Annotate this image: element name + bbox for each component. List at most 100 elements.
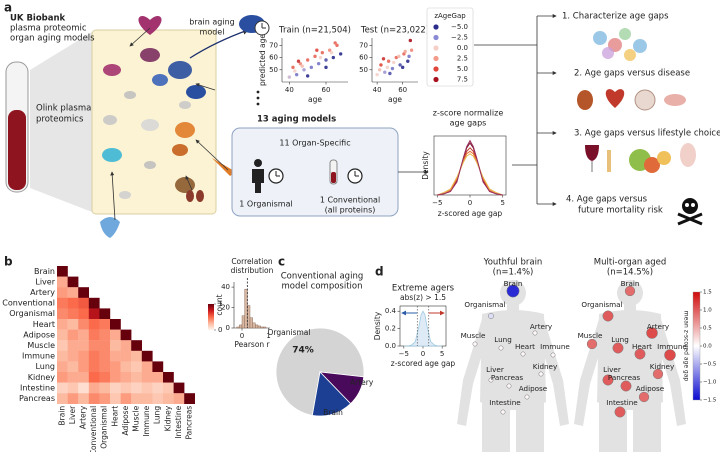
density-area (403, 310, 443, 347)
row-label: Brain (34, 267, 55, 276)
heatmap-cell (131, 382, 142, 394)
heatmap-cell (78, 308, 89, 320)
heatmap-cell (78, 361, 89, 373)
plot-frame (433, 135, 507, 196)
y-tick-label: 70 (269, 41, 278, 49)
heatmap-cell (78, 372, 89, 383)
heatmap-cell (120, 372, 132, 383)
slice-label: Organismal (268, 328, 311, 337)
organ-label: Pancreas (491, 373, 524, 382)
body-leg (482, 400, 510, 452)
row-label: Lung (35, 362, 55, 371)
row-label: Liver (35, 277, 55, 286)
organ-marker (646, 327, 658, 339)
legend-label: 0.0 (457, 44, 468, 52)
body-leg (516, 400, 544, 452)
legend-swatch (433, 24, 439, 30)
heatmap-cell (57, 350, 68, 362)
body-title: Youthful brain (483, 258, 543, 268)
organ-marker (538, 371, 544, 377)
pie-slice (311, 371, 352, 417)
organ-label: Kidney (650, 362, 675, 371)
heatmap-cell (141, 393, 153, 404)
organ-marker (506, 383, 512, 389)
slice-label: Artery (350, 378, 374, 387)
legend-label: −5.0 (451, 23, 468, 31)
scatter-point (302, 68, 306, 72)
column-label: Organismal (100, 406, 109, 449)
heatmap-cell (67, 276, 79, 288)
heatmap-cell (78, 340, 89, 351)
organ-marker (614, 406, 626, 418)
organ-marker (488, 313, 494, 319)
scatter-point (329, 50, 334, 55)
colorbar-tick-label: 1 (218, 300, 222, 308)
scatter-point (327, 48, 332, 52)
panel-label: d (375, 265, 384, 279)
heatmap-cell (99, 350, 111, 362)
row-label: Conventional (2, 299, 55, 308)
y-tick-label: 0.2 (385, 325, 396, 333)
scatter-point (379, 63, 383, 67)
histogram-bar (244, 288, 248, 329)
extreme-subtitle: abs(z) > 1.5 (400, 293, 446, 302)
histogram-bar (260, 326, 264, 329)
heatmap-cell (131, 361, 142, 373)
organ-marker (586, 338, 598, 350)
source-text: plasma proteomic (10, 24, 87, 34)
scatter-point (392, 60, 396, 65)
heatmap-cell (173, 382, 185, 394)
colorbar (208, 304, 214, 330)
scatter-point (298, 61, 303, 66)
heatmap-cell (163, 382, 174, 394)
body-title: Multi-organ aged (594, 258, 666, 268)
analysis-item: future mortality risk (578, 206, 663, 216)
slice-value-label: 74% (292, 346, 314, 356)
normalize-text: z-score normalize (433, 109, 504, 118)
legend-title: zAgeGap (434, 12, 466, 20)
density-line (437, 139, 503, 196)
organ-label: Muscle (461, 331, 486, 340)
y-tick-label: 40 (221, 283, 230, 291)
scatter-point (403, 49, 407, 54)
sample-text: Olink plasma (36, 104, 91, 114)
heatmap-cell (57, 361, 68, 373)
row-label: Muscle (27, 341, 55, 350)
scatter-point (398, 63, 402, 67)
heatmap-cell (120, 340, 132, 351)
x-axis-label: z-scored age gap (391, 359, 456, 368)
heatmap-cell (99, 393, 111, 404)
scatter-point (338, 52, 343, 56)
x-tick-label: 60 (398, 86, 407, 94)
scatter-point (293, 69, 297, 73)
organ-marker (500, 409, 506, 415)
heatmap-cell (152, 372, 164, 383)
heatmap-cell (88, 361, 100, 373)
y-tick-label: 50 (269, 66, 278, 74)
heatmap-cell (99, 329, 111, 341)
heatmap-cell (110, 361, 121, 373)
heatmap-cell (57, 393, 68, 404)
scatter-point (305, 74, 310, 78)
model-arrow-text: brain aging (189, 18, 234, 27)
heatmap-cell (131, 340, 142, 351)
scatter-point (335, 43, 339, 48)
heatmap-cell (88, 308, 100, 320)
row-label: Pancreas (19, 394, 55, 403)
row-label: Heart (33, 320, 55, 329)
histogram-bar (241, 315, 245, 329)
heatmap-cell (67, 393, 79, 404)
heatmap-cell (99, 340, 111, 351)
organ-label: Heart (515, 342, 535, 351)
body-torso (597, 310, 663, 410)
scatter-point (287, 75, 292, 79)
scatter-title: Test (n=23,022) (360, 26, 429, 36)
models-organismal: 1 Organismal (239, 200, 292, 209)
colorbar-tick-label: 0 (218, 326, 222, 334)
body-arm (457, 316, 486, 426)
colorbar-tick-label: 0.0 (703, 344, 712, 350)
pie-title: model composition (282, 282, 363, 292)
heatmap-cell (67, 340, 79, 351)
organ-marker (612, 342, 624, 354)
